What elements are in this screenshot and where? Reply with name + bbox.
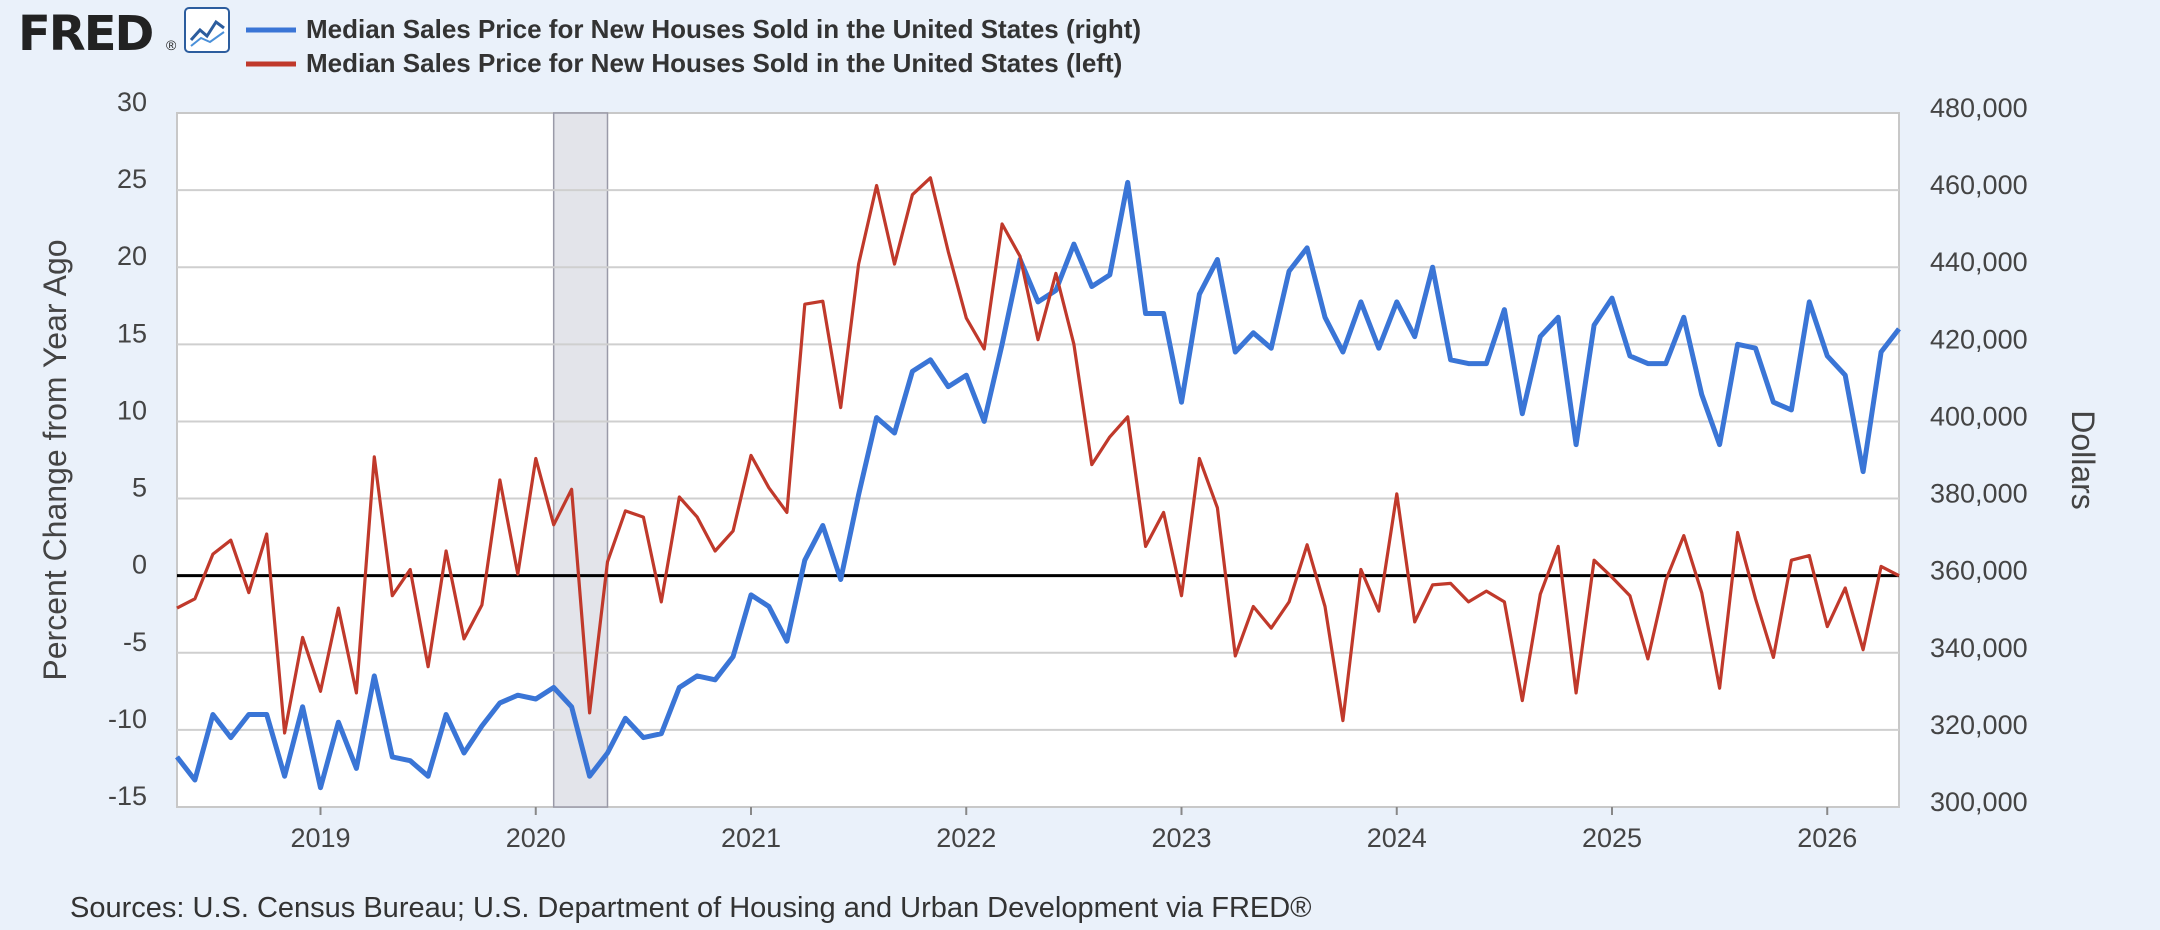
fred-logo-text: FRED xyxy=(18,6,153,62)
legend-label-left: Median Sales Price for New Houses Sold i… xyxy=(306,48,1122,78)
series-line-right[interactable] xyxy=(175,179,1901,791)
x-tick-label: 2020 xyxy=(506,823,566,853)
x-tick-label: 2019 xyxy=(290,823,350,853)
left-tick-label: 0 xyxy=(132,550,147,580)
legend: Median Sales Price for New Houses Sold i… xyxy=(246,14,1141,78)
x-tick-label: 2024 xyxy=(1367,823,1427,853)
right-tick-label: 400,000 xyxy=(1930,401,2028,431)
recession-band xyxy=(552,112,609,808)
left-tick-label: 15 xyxy=(117,318,147,348)
legend-item-left[interactable]: Median Sales Price for New Houses Sold i… xyxy=(246,48,1122,78)
source-note: Sources: U.S. Census Bureau; U.S. Depart… xyxy=(70,892,1312,924)
right-tick-label: 440,000 xyxy=(1930,247,2028,277)
left-tick-label: -5 xyxy=(123,627,147,657)
right-tick-label: 320,000 xyxy=(1930,710,2028,740)
series-lines xyxy=(175,176,1901,791)
registered-mark: ® xyxy=(166,37,177,53)
left-tick-label: 10 xyxy=(117,395,147,425)
x-tick-label: 2023 xyxy=(1151,823,1211,853)
left-tick-label: 30 xyxy=(117,87,147,117)
right-tick-label: 420,000 xyxy=(1930,324,2028,354)
plot-area xyxy=(176,112,1900,808)
right-tick-label: 460,000 xyxy=(1930,170,2028,200)
right-tick-label: 380,000 xyxy=(1930,479,2028,509)
x-axis-ticks: 2019 2020 2021 2022 2023 2024 2025 2026 xyxy=(290,807,1857,853)
legend-label-right: Median Sales Price for New Houses Sold i… xyxy=(306,14,1141,44)
left-tick-label: -10 xyxy=(108,704,147,734)
gridlines xyxy=(177,189,1899,731)
left-axis-title: Percent Change from Year Ago xyxy=(37,239,73,680)
left-tick-label: 25 xyxy=(117,164,147,194)
x-tick-label: 2026 xyxy=(1797,823,1857,853)
right-tick-label: 340,000 xyxy=(1930,633,2028,663)
legend-item-right[interactable]: Median Sales Price for New Houses Sold i… xyxy=(246,14,1141,44)
right-tick-label: 480,000 xyxy=(1930,93,2028,123)
left-tick-label: 5 xyxy=(132,473,147,503)
right-tick-label: 300,000 xyxy=(1930,787,2028,817)
x-tick-label: 2025 xyxy=(1582,823,1642,853)
recession-band-layer xyxy=(552,112,609,808)
left-tick-label: -15 xyxy=(108,781,147,811)
line-chart-icon xyxy=(184,7,230,53)
x-tick-label: 2022 xyxy=(936,823,996,853)
right-axis-ticks: 300,000 320,000 340,000 360,000 380,000 400,0… xyxy=(1930,93,2028,817)
series-line-left[interactable] xyxy=(176,176,1900,735)
left-axis-ticks: -15 -10 -5 0 5 10 15 20 25 30 xyxy=(108,87,147,811)
fred-logo[interactable]: FRED ® xyxy=(18,6,230,62)
left-tick-label: 20 xyxy=(117,241,147,271)
right-tick-label: 360,000 xyxy=(1930,556,2028,586)
right-axis-title: Dollars xyxy=(2065,410,2101,510)
x-tick-label: 2021 xyxy=(721,823,781,853)
